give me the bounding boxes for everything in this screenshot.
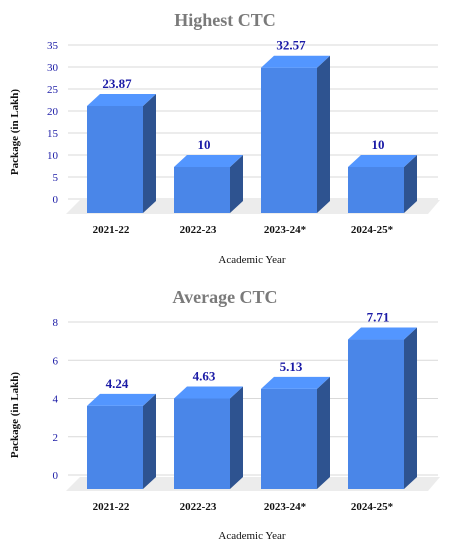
bar-front bbox=[174, 398, 230, 489]
chart-floor bbox=[66, 477, 440, 491]
bar-front bbox=[87, 105, 143, 213]
data-label: 4.24 bbox=[106, 376, 129, 391]
bar bbox=[261, 55, 330, 213]
y-tick-label: 8 bbox=[53, 317, 59, 329]
x-axis-label: Academic Year bbox=[218, 530, 286, 542]
chart-floor bbox=[66, 200, 440, 214]
bar bbox=[261, 376, 330, 489]
y-tick-labels: 0 2 4 6 8 bbox=[53, 317, 59, 482]
bar-front bbox=[87, 405, 143, 489]
x-tick-labels: 2021-22 2022-23 2023-24* 2024-25* bbox=[93, 224, 394, 236]
x-tick-label: 2021-22 bbox=[93, 224, 130, 236]
bar-side bbox=[317, 55, 330, 213]
data-label: 10 bbox=[198, 137, 211, 152]
y-axis-label: Package (in Lakh) bbox=[9, 372, 21, 459]
y-tick-label: 30 bbox=[47, 62, 59, 74]
data-label: 5.13 bbox=[280, 359, 303, 374]
y-tick-label: 15 bbox=[47, 128, 59, 140]
bar-side bbox=[230, 386, 243, 489]
bar-front bbox=[261, 67, 317, 213]
x-tick-label: 2023-24* bbox=[264, 501, 307, 513]
bar-front bbox=[261, 388, 317, 489]
chart-title: Highest CTC bbox=[174, 10, 276, 30]
bar-side bbox=[404, 327, 417, 489]
bar-side bbox=[404, 155, 417, 213]
bar-side bbox=[317, 376, 330, 489]
y-axis-label: Package (in Lakh) bbox=[9, 89, 21, 176]
bar-top bbox=[174, 386, 243, 399]
x-tick-label: 2021-22 bbox=[93, 501, 130, 513]
x-tick-label: 2022-23 bbox=[180, 224, 217, 236]
y-tick-label: 5 bbox=[53, 172, 59, 184]
x-axis-label: Academic Year bbox=[218, 254, 286, 266]
bar-top bbox=[87, 393, 156, 406]
bar-top bbox=[87, 93, 156, 106]
bars bbox=[87, 55, 417, 213]
bar-top bbox=[348, 155, 417, 167]
data-label: 23.87 bbox=[102, 76, 132, 91]
chart-average-ctc: Average CTC Package (in Lakh) 0 2 4 6 8 4.24… bbox=[9, 287, 440, 542]
bar-side bbox=[143, 393, 156, 489]
bar-side bbox=[230, 155, 243, 213]
bar bbox=[174, 155, 243, 213]
bar-front bbox=[174, 167, 230, 213]
bar bbox=[348, 327, 417, 489]
y-tick-label: 20 bbox=[47, 106, 59, 118]
data-label: 32.57 bbox=[276, 38, 306, 53]
bar bbox=[348, 155, 417, 213]
data-labels: 23.87 10 32.57 10 bbox=[102, 38, 384, 152]
x-tick-labels: 2021-22 2022-23 2023-24* 2024-25* bbox=[93, 501, 394, 513]
y-tick-label: 6 bbox=[53, 355, 59, 367]
bar-top bbox=[174, 155, 243, 167]
y-tick-label: 4 bbox=[53, 394, 59, 406]
y-tick-label: 2 bbox=[53, 432, 59, 444]
y-tick-label: 10 bbox=[47, 150, 59, 162]
x-tick-label: 2024-25* bbox=[351, 224, 394, 236]
data-label: 4.63 bbox=[193, 368, 216, 383]
y-tick-label: 25 bbox=[47, 84, 59, 96]
bar-front bbox=[348, 167, 404, 213]
bar-top bbox=[348, 327, 417, 340]
chart-highest-ctc: Highest CTC Package (in Lakh) 0 5 10 15 20 25… bbox=[9, 10, 440, 266]
x-tick-label: 2022-23 bbox=[180, 501, 217, 513]
bars bbox=[87, 327, 417, 489]
data-label: 7.71 bbox=[367, 310, 390, 325]
y-tick-label: 0 bbox=[53, 194, 59, 206]
floor-plane bbox=[66, 200, 440, 214]
data-labels: 4.24 4.63 5.13 7.71 bbox=[106, 310, 390, 391]
y-tick-label: 35 bbox=[47, 40, 59, 52]
bar-top bbox=[261, 376, 330, 389]
y-tick-label: 0 bbox=[53, 470, 59, 482]
x-tick-label: 2023-24* bbox=[264, 224, 307, 236]
bar-side bbox=[143, 93, 156, 213]
bar bbox=[174, 386, 243, 489]
bar bbox=[87, 393, 156, 489]
bar-top bbox=[261, 55, 330, 68]
y-tick-labels: 0 5 10 15 20 25 30 35 bbox=[47, 40, 59, 206]
chart-title: Average CTC bbox=[172, 287, 277, 307]
bar-front bbox=[348, 339, 404, 489]
x-tick-label: 2024-25* bbox=[351, 501, 394, 513]
bar bbox=[87, 93, 156, 213]
data-label: 10 bbox=[372, 137, 385, 152]
floor-plane bbox=[66, 477, 440, 491]
